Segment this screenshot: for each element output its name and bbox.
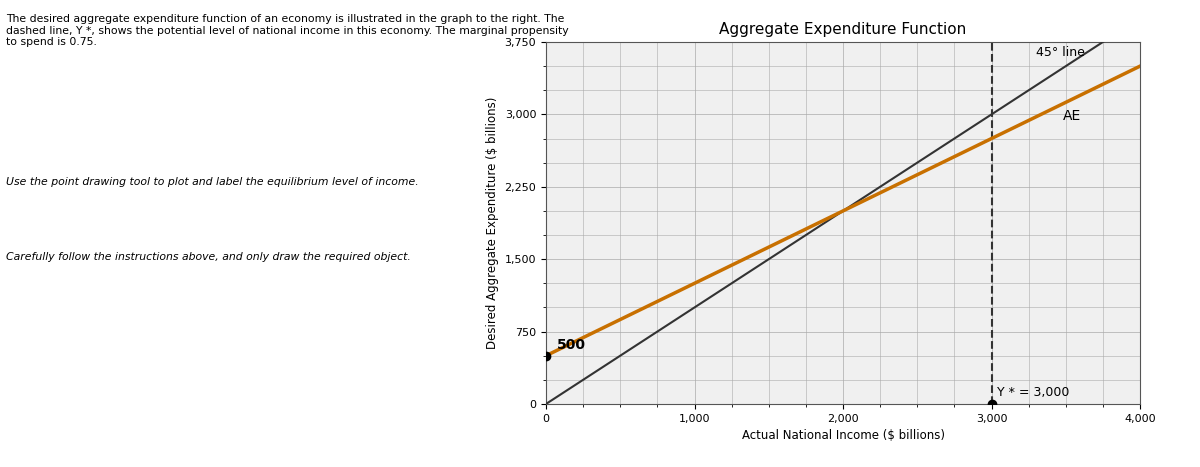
Text: Carefully follow the instructions above, and only draw the required object.: Carefully follow the instructions above,… (6, 252, 410, 262)
Text: The desired aggregate expenditure function of an economy is illustrated in the g: The desired aggregate expenditure functi… (6, 14, 569, 47)
Text: Use the point drawing tool to plot and label the equilibrium level of income.: Use the point drawing tool to plot and l… (6, 177, 419, 187)
X-axis label: Actual National Income ($ billions): Actual National Income ($ billions) (742, 429, 944, 442)
Text: AE: AE (1063, 109, 1081, 123)
Text: 500: 500 (557, 338, 586, 352)
Text: 45° line: 45° line (1036, 46, 1085, 59)
Text: Y * = 3,000: Y * = 3,000 (997, 386, 1070, 399)
Title: Aggregate Expenditure Function: Aggregate Expenditure Function (719, 21, 967, 37)
Y-axis label: Desired Aggregate Expenditure ($ billions): Desired Aggregate Expenditure ($ billion… (486, 97, 499, 349)
